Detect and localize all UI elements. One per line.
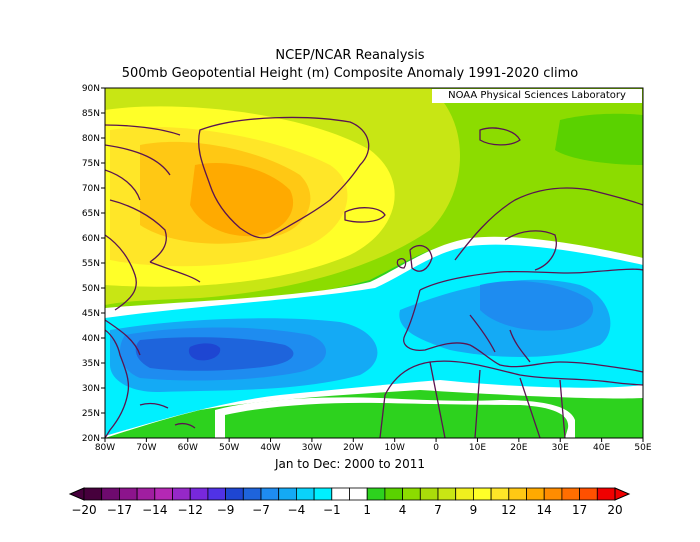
colorbar-label: 17	[572, 503, 587, 517]
colorbar-label: 4	[399, 503, 407, 517]
colorbar-swatch	[402, 487, 421, 501]
lon-tick-label: 0	[433, 443, 439, 453]
colorbar: −20 −17 −14 −12 −9 −7 −4 −1 1 4 7 9 12 14 17 20	[68, 487, 631, 517]
lat-tick-label: 70N	[82, 184, 100, 194]
colorbar-swatch	[349, 487, 368, 501]
lat-tick-label: 55N	[82, 259, 100, 269]
colorbar-swatch	[189, 487, 209, 501]
colorbar-label: −1	[323, 503, 341, 517]
lon-tick-label: 10E	[469, 443, 486, 453]
colorbar-swatch	[83, 487, 103, 501]
lat-tick-label: 90N	[82, 84, 100, 94]
colorbar-label: 14	[537, 503, 552, 517]
title-line-1: NCEP/NCAR Reanalysis	[275, 48, 425, 63]
lat-tick-label: 80N	[82, 134, 100, 144]
colorbar-swatch	[260, 487, 280, 501]
colorbar-swatch	[207, 487, 226, 501]
lon-tick-label: 10W	[385, 443, 405, 453]
lon-tick-label: 40E	[593, 443, 610, 453]
lon-tick-label: 70W	[136, 443, 156, 453]
colorbar-arrow-left	[68, 487, 85, 501]
colorbar-swatch	[366, 487, 386, 501]
negative-band-3-east	[480, 280, 594, 331]
colorbar-label: −20	[71, 503, 96, 517]
lon-tick-label: 50W	[219, 443, 239, 453]
colorbar-swatch	[136, 487, 156, 501]
colorbar-swatch	[119, 487, 138, 501]
colorbar-swatch	[313, 487, 333, 501]
colorbar-swatch	[278, 487, 297, 501]
colorbar-swatch	[242, 487, 262, 501]
period-label: Jan to Dec: 2000 to 2011	[274, 457, 425, 471]
colorbar-swatch	[437, 487, 457, 501]
colorbar-label: 7	[434, 503, 442, 517]
colorbar-label: 1	[363, 503, 371, 517]
lat-tick-label: 25N	[82, 409, 100, 419]
colorbar-swatch	[543, 487, 563, 501]
lat-tick-label: 60N	[82, 234, 100, 244]
colorbar-label: −4	[288, 503, 306, 517]
colorbar-arrow-right	[614, 487, 631, 501]
negative-core	[188, 343, 221, 361]
colorbar-label: 20	[607, 503, 622, 517]
positive-core	[190, 162, 294, 237]
anomaly-field	[105, 88, 643, 438]
lat-tick-label: 50N	[82, 284, 100, 294]
colorbar-swatch	[508, 487, 527, 501]
colorbar-label: 12	[501, 503, 516, 517]
lon-tick-label: 80W	[95, 443, 115, 453]
credit-label: NOAA Physical Sciences Laboratory	[432, 89, 642, 103]
colorbar-swatch	[490, 487, 510, 501]
lon-tick-label: 30E	[552, 443, 569, 453]
colorbar-label: 9	[470, 503, 478, 517]
title-line-2: 500mb Geopotential Height (m) Composite …	[121, 66, 579, 81]
lat-tick-label: 45N	[82, 309, 100, 319]
lon-tick-label: 20W	[343, 443, 363, 453]
lon-tick-label: 30W	[302, 443, 322, 453]
lat-tick-label: 65N	[82, 209, 100, 219]
coastlines	[105, 116, 643, 438]
colorbar-swatch	[561, 487, 581, 501]
colorbar-swatch	[172, 487, 191, 501]
lat-tick-label: 35N	[82, 359, 100, 369]
lat-tick-label: 20N	[82, 434, 100, 444]
colorbar-label: −9	[217, 503, 235, 517]
positive-patch-east	[555, 113, 643, 165]
lon-tick-label: 60W	[178, 443, 198, 453]
longitude-axis: 80W 70W 60W 50W 40W 30W 20W 10W 0 10E 20E 30E 40E 50E	[95, 438, 652, 453]
colorbar-swatch	[295, 487, 315, 501]
colorbar-swatch	[419, 487, 439, 501]
lat-tick-label: 85N	[82, 109, 100, 119]
colorbar-label: −14	[142, 503, 167, 517]
colorbar-label: −17	[107, 503, 132, 517]
colorbar-swatch	[455, 487, 474, 501]
colorbar-label: −12	[178, 503, 203, 517]
colorbar-swatch	[154, 487, 173, 501]
colorbar-label: −7	[252, 503, 270, 517]
lat-tick-label: 30N	[82, 384, 100, 394]
lon-tick-label: 20E	[510, 443, 527, 453]
positive-patch-south	[225, 402, 569, 438]
colorbar-swatch	[579, 487, 598, 501]
colorbar-swatch	[384, 487, 403, 501]
colorbar-swatch	[101, 487, 120, 501]
lat-tick-label: 40N	[82, 334, 100, 344]
colorbar-swatch	[526, 487, 545, 501]
colorbar-swatch	[331, 487, 350, 501]
colorbar-swatch	[472, 487, 492, 501]
lat-tick-label: 75N	[82, 159, 100, 169]
latitude-axis: 90N 85N 80N 75N 70N 65N 60N 55N 50N 45N 40N 35N 30N 2…	[82, 84, 105, 444]
lon-tick-label: 50E	[634, 443, 651, 453]
colorbar-swatch	[596, 487, 616, 501]
colorbar-swatch	[225, 487, 244, 501]
lon-tick-label: 40W	[260, 443, 280, 453]
